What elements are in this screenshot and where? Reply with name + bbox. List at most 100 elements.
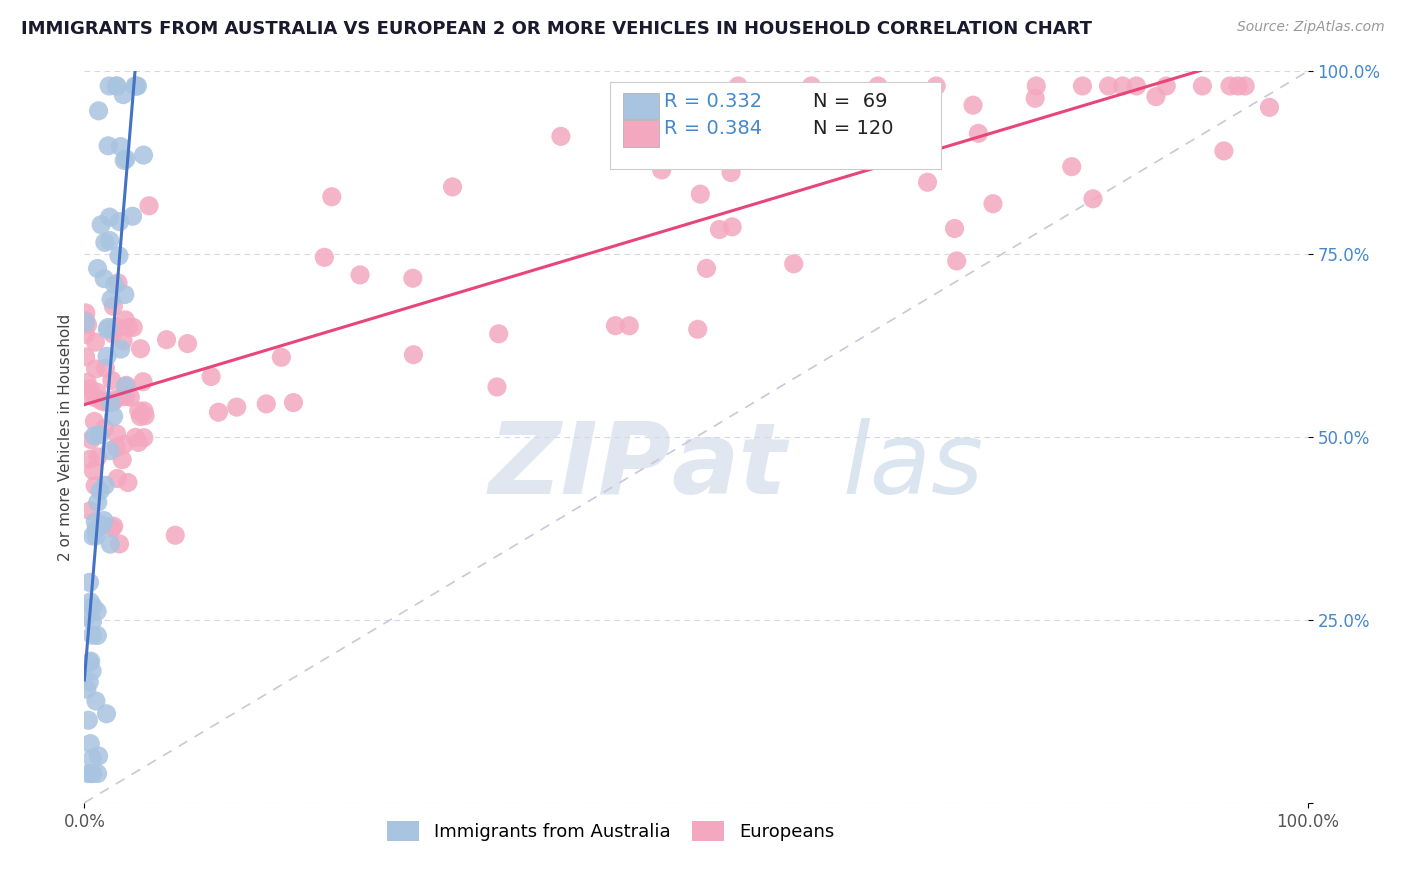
Point (107, 276, 129, 290)
Point (104, 277, 127, 292)
Point (981, 196, 1004, 211)
Point (702, 103, 724, 117)
Point (441, 180, 464, 194)
Point (104, 319, 127, 334)
Point (96, 322, 118, 336)
Point (86, 261, 108, 276)
Point (485, 380, 508, 394)
Point (917, 175, 939, 189)
Point (83, 429, 105, 443)
Point (925, 78, 948, 93)
Point (176, 336, 198, 351)
Text: R = 0.332: R = 0.332 (664, 92, 762, 111)
Point (75, 306, 97, 320)
Point (488, 326, 510, 341)
Point (886, 94, 908, 108)
Point (114, 287, 136, 301)
Point (105, 471, 128, 485)
Text: Source: ZipAtlas.com: Source: ZipAtlas.com (1237, 20, 1385, 34)
Point (87, 103, 110, 118)
Point (87, 495, 110, 509)
Point (283, 395, 305, 409)
Legend: Immigrants from Australia, Europeans: Immigrants from Australia, Europeans (380, 814, 841, 848)
Point (84, 515, 107, 529)
Point (111, 452, 134, 467)
Point (1154, 78, 1177, 93)
Point (225, 400, 247, 414)
Point (110, 342, 132, 356)
Point (254, 397, 277, 411)
Point (1125, 78, 1147, 93)
Point (79, 674, 101, 689)
Point (96, 706, 118, 721)
Point (79, 382, 101, 396)
Point (76, 682, 98, 697)
Point (98, 443, 121, 458)
Point (80, 433, 103, 447)
Point (121, 209, 143, 223)
Point (89, 483, 111, 498)
Point (200, 369, 222, 384)
Point (105, 426, 128, 441)
Point (1212, 144, 1234, 158)
Point (87, 450, 110, 464)
Point (749, 97, 772, 112)
Point (1060, 160, 1083, 174)
Point (86, 604, 108, 618)
Point (75, 327, 97, 342)
Point (77, 713, 100, 727)
Point (77, 388, 100, 402)
Point (127, 435, 149, 450)
Point (110, 139, 132, 153)
Point (1081, 192, 1104, 206)
Point (82, 766, 104, 780)
Point (112, 153, 135, 168)
Text: ZIP: ZIP (488, 417, 672, 515)
Point (79, 595, 101, 609)
Point (1111, 78, 1133, 93)
Point (114, 379, 136, 393)
Point (96, 349, 118, 363)
Point (111, 390, 134, 404)
Point (314, 250, 336, 264)
Point (1025, 78, 1047, 93)
Point (94, 235, 117, 250)
Point (1024, 91, 1046, 105)
Point (134, 409, 156, 423)
Point (129, 409, 152, 424)
Point (98, 234, 121, 248)
Point (321, 190, 343, 204)
Point (101, 374, 124, 388)
Point (128, 404, 150, 418)
Text: IMMIGRANTS FROM AUSTRALIA VS EUROPEAN 2 OR MORE VEHICLES IN HOUSEHOLD CORRELATIO: IMMIGRANTS FROM AUSTRALIA VS EUROPEAN 2 … (21, 20, 1092, 37)
Point (93, 421, 115, 435)
Point (112, 334, 135, 348)
Point (93, 271, 115, 285)
Point (76, 318, 98, 332)
Point (114, 313, 136, 327)
Point (138, 199, 160, 213)
Point (1227, 78, 1250, 93)
Point (82, 751, 104, 765)
Point (89, 428, 111, 442)
Point (349, 268, 371, 282)
Point (98, 78, 121, 93)
Point (103, 519, 125, 533)
Point (402, 271, 425, 285)
Point (108, 537, 131, 551)
Point (82, 529, 104, 543)
Point (75, 609, 97, 624)
Point (86, 628, 108, 642)
Point (100, 396, 122, 410)
Point (1258, 100, 1281, 114)
Point (79, 737, 101, 751)
Point (82, 628, 104, 642)
Point (165, 528, 187, 542)
Point (80, 766, 103, 780)
Point (75, 313, 97, 327)
Point (817, 138, 839, 153)
Point (605, 318, 627, 333)
Point (82, 464, 104, 478)
FancyBboxPatch shape (610, 82, 941, 169)
Point (619, 318, 641, 333)
